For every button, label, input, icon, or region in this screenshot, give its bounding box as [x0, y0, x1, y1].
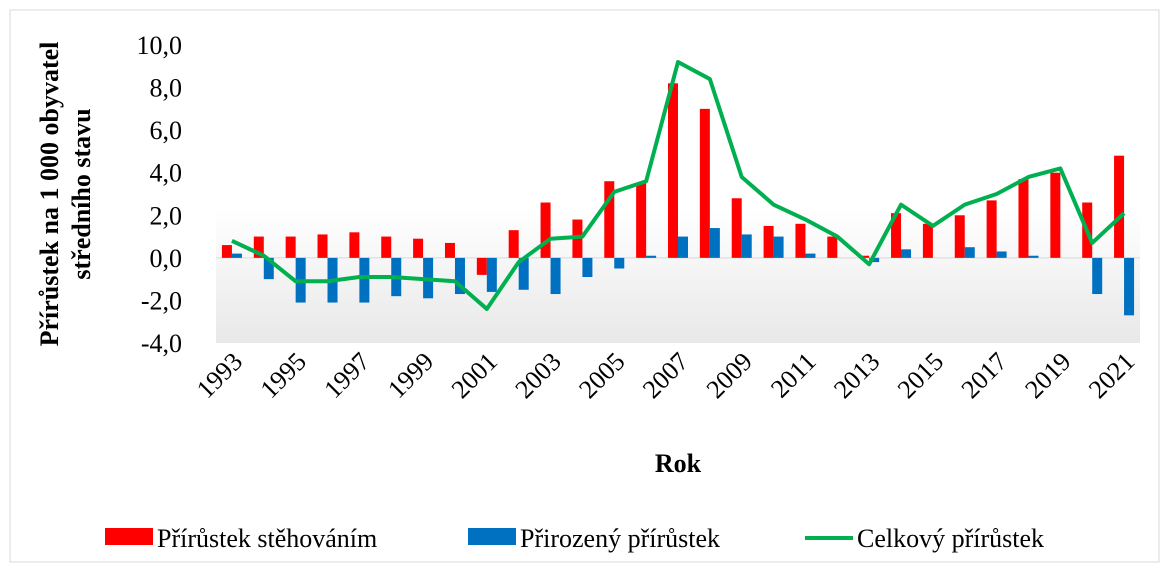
- bar: [1018, 179, 1029, 258]
- y-tick-label: 10,0: [137, 31, 183, 60]
- bar: [518, 257, 529, 290]
- bar: [1114, 155, 1125, 258]
- bar: [285, 236, 296, 258]
- bar: [668, 83, 678, 258]
- bar: [827, 236, 838, 258]
- y-tick-label: 4,0: [150, 159, 183, 188]
- bar: [317, 234, 328, 258]
- bar: [986, 200, 997, 258]
- bar: [699, 108, 710, 258]
- bar: [1050, 172, 1061, 258]
- bar: [413, 238, 424, 258]
- bar: [231, 253, 242, 258]
- bar: [741, 234, 752, 258]
- bar: [901, 249, 912, 258]
- bar: [773, 236, 784, 258]
- bar: [869, 257, 880, 263]
- legend-label: Celkový přírůstek: [857, 524, 1044, 553]
- bar: [1124, 257, 1135, 316]
- bar: [646, 255, 657, 258]
- y-tick-label: 8,0: [150, 74, 183, 103]
- y-axis-title: středního stavu: [67, 108, 96, 279]
- bar: [476, 257, 487, 275]
- bar: [891, 213, 902, 258]
- bar: [582, 257, 593, 278]
- bar: [678, 236, 688, 258]
- bar: [795, 223, 806, 258]
- bar: [263, 257, 274, 280]
- bar: [381, 236, 392, 258]
- bar: [508, 230, 519, 258]
- bar: [349, 232, 360, 258]
- legend-swatch: [468, 528, 516, 545]
- bar: [604, 181, 615, 258]
- bar: [253, 236, 264, 258]
- bar: [486, 257, 497, 292]
- bar: [922, 223, 933, 258]
- bar: [996, 251, 1007, 258]
- y-tick-label: 2,0: [150, 201, 183, 230]
- bar: [636, 183, 647, 258]
- bar: [709, 228, 720, 258]
- bar: [859, 255, 870, 258]
- bar: [454, 257, 465, 295]
- y-tick-label: 0,0: [150, 244, 183, 273]
- bar: [540, 202, 551, 258]
- legend-label: Přirozený přírůstek: [520, 524, 720, 553]
- bar: [221, 245, 232, 258]
- y-tick-label: -4,0: [141, 329, 182, 358]
- bar: [731, 198, 742, 258]
- legend-label: Přírůstek stěhováním: [157, 524, 377, 553]
- bar: [1092, 257, 1103, 295]
- x-axis-title: Rok: [655, 449, 702, 478]
- y-axis-title: Přírůstek na 1 000 obyvatel: [35, 42, 64, 347]
- y-tick-label: 6,0: [150, 116, 183, 145]
- line: [231, 60, 1126, 311]
- bar: [805, 253, 816, 258]
- bar: [444, 242, 455, 258]
- bar: [1028, 255, 1039, 258]
- y-tick-label: -2,0: [141, 286, 182, 315]
- bar: [614, 257, 625, 269]
- bar: [954, 215, 965, 258]
- bar: [359, 257, 370, 303]
- bar: [763, 225, 774, 258]
- legend-swatch: [105, 528, 153, 545]
- bar: [964, 247, 975, 258]
- bar: [550, 257, 561, 295]
